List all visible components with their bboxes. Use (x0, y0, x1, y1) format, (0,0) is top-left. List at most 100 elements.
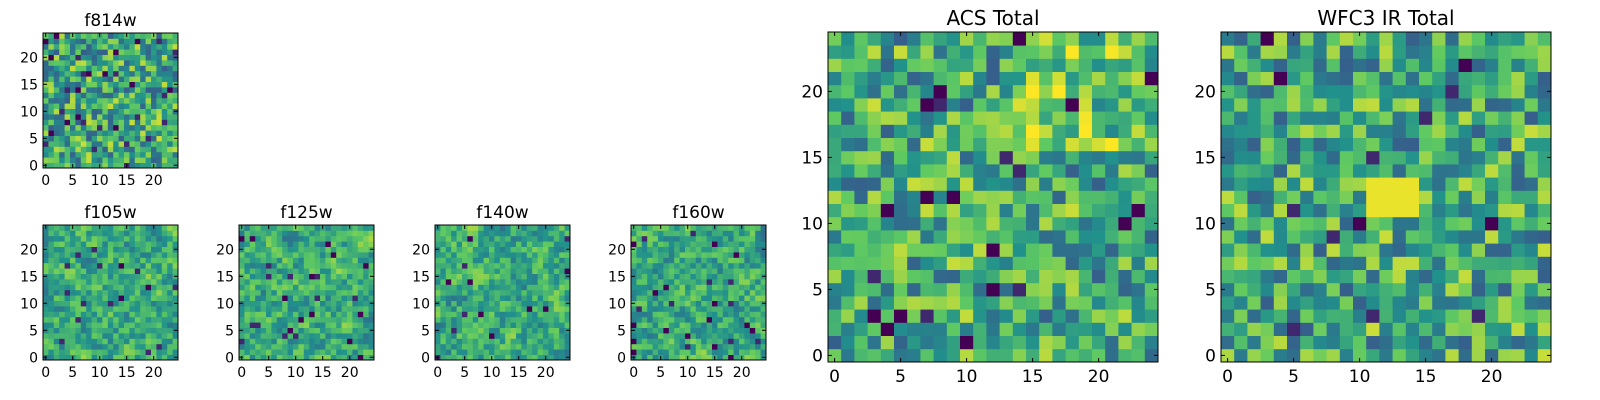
heatmap-cell (172, 65, 179, 72)
heatmap-cell (48, 289, 55, 296)
heatmap-cell (1052, 216, 1066, 231)
heatmap-cell (287, 327, 294, 334)
heatmap-cell (472, 322, 479, 328)
heatmap-cell (102, 33, 109, 39)
heatmap-cell (124, 252, 130, 258)
heatmap-cell (97, 349, 103, 355)
heatmap-cell (298, 311, 305, 318)
heatmap-cell (516, 235, 522, 242)
heatmap-cell (59, 349, 65, 355)
heatmap-cell (102, 141, 109, 147)
heatmap-cell (553, 235, 560, 242)
heatmap-cell (1287, 32, 1301, 46)
heatmap-cell (1234, 243, 1248, 257)
heatmap-cell (1092, 203, 1106, 218)
heatmap-cell (717, 235, 724, 242)
heatmap-cell (347, 322, 353, 328)
heatmap-cell (445, 316, 452, 323)
heatmap-cell (1366, 98, 1380, 112)
heatmap-cell (161, 157, 168, 163)
heatmap-cell (526, 257, 533, 264)
heatmap-cell (357, 279, 364, 285)
heatmap-cell (695, 257, 702, 264)
heatmap-cell (352, 262, 359, 269)
heatmap-cell (320, 241, 326, 247)
heatmap-cell (1260, 71, 1275, 86)
heatmap-cell (867, 269, 882, 284)
heatmap-cell (854, 256, 868, 270)
heatmap-cell (1511, 256, 1525, 270)
heatmap-cell (75, 103, 82, 109)
heatmap-cell (658, 306, 664, 312)
heatmap-cell (712, 289, 718, 296)
heatmap-cell (75, 76, 82, 82)
heatmap-cell (357, 295, 364, 301)
heatmap-cell (706, 284, 713, 291)
heatmap-cell (341, 316, 348, 323)
heatmap-cell (483, 268, 490, 274)
heatmap-cell (674, 262, 680, 269)
heatmap-cell (880, 98, 895, 112)
heatmap-cell (113, 257, 119, 264)
heatmap-cell (1405, 296, 1420, 310)
heatmap-cell (53, 311, 60, 318)
heatmap-cell (1234, 98, 1248, 112)
heatmap-cell (271, 300, 278, 307)
heatmap-cell (749, 268, 756, 274)
heatmap-cell (129, 49, 136, 55)
heatmap-cell (695, 316, 702, 323)
heatmap-cell (744, 322, 751, 328)
heatmap-cell (1131, 256, 1146, 270)
heatmap-cell (1405, 150, 1420, 165)
heatmap-cell (357, 246, 364, 253)
heatmap-cell (521, 230, 528, 237)
heatmap-cell (679, 343, 686, 350)
heatmap-cell (161, 87, 168, 93)
heatmap-cell (363, 262, 369, 269)
heatmap-cell (134, 70, 141, 77)
heatmap-cell (973, 256, 987, 270)
heatmap-cell (48, 279, 55, 285)
heatmap-cell (59, 279, 65, 285)
y-tick-label: 10 (20, 104, 38, 120)
heatmap-cell (282, 246, 288, 253)
heatmap-cell (80, 108, 87, 115)
heatmap-cell (102, 103, 109, 109)
heatmap-cell (494, 262, 501, 269)
heatmap-cell (336, 230, 342, 237)
heatmap-cell (140, 49, 146, 55)
heatmap-cell (43, 252, 49, 258)
heatmap-cell (451, 284, 457, 291)
heatmap-cell (499, 316, 506, 323)
heatmap-cell (271, 230, 278, 237)
heatmap-cell (894, 164, 908, 178)
heatmap-cell (841, 164, 855, 178)
heatmap-cell (510, 316, 517, 323)
heatmap-cell (134, 311, 141, 318)
heatmap-cell (1131, 150, 1146, 165)
heatmap-cell (1432, 309, 1446, 323)
heatmap-cell (298, 257, 305, 264)
heatmap-cell (712, 306, 718, 312)
heatmap-cell (1379, 84, 1393, 99)
heatmap-cell (75, 322, 82, 328)
heatmap-cell (244, 295, 251, 301)
heatmap-cell (828, 348, 842, 363)
heatmap-cell (266, 311, 272, 318)
heatmap-cell (309, 354, 315, 361)
heatmap-cell (553, 333, 560, 339)
heatmap-cell (1039, 230, 1053, 244)
heatmap-cell (75, 343, 82, 350)
heatmap-cell (1131, 282, 1146, 297)
heatmap-cell (548, 252, 555, 258)
heatmap-cell (668, 284, 675, 291)
heatmap-cell (641, 343, 648, 350)
heatmap-cell (641, 268, 648, 274)
heatmap-cell (59, 60, 65, 66)
heatmap-cell (516, 257, 522, 264)
heatmap-cell (249, 306, 256, 312)
heatmap-cell (134, 60, 141, 66)
heatmap-cell (70, 246, 76, 253)
heatmap-cell (107, 327, 114, 334)
heatmap-cell (543, 235, 549, 242)
